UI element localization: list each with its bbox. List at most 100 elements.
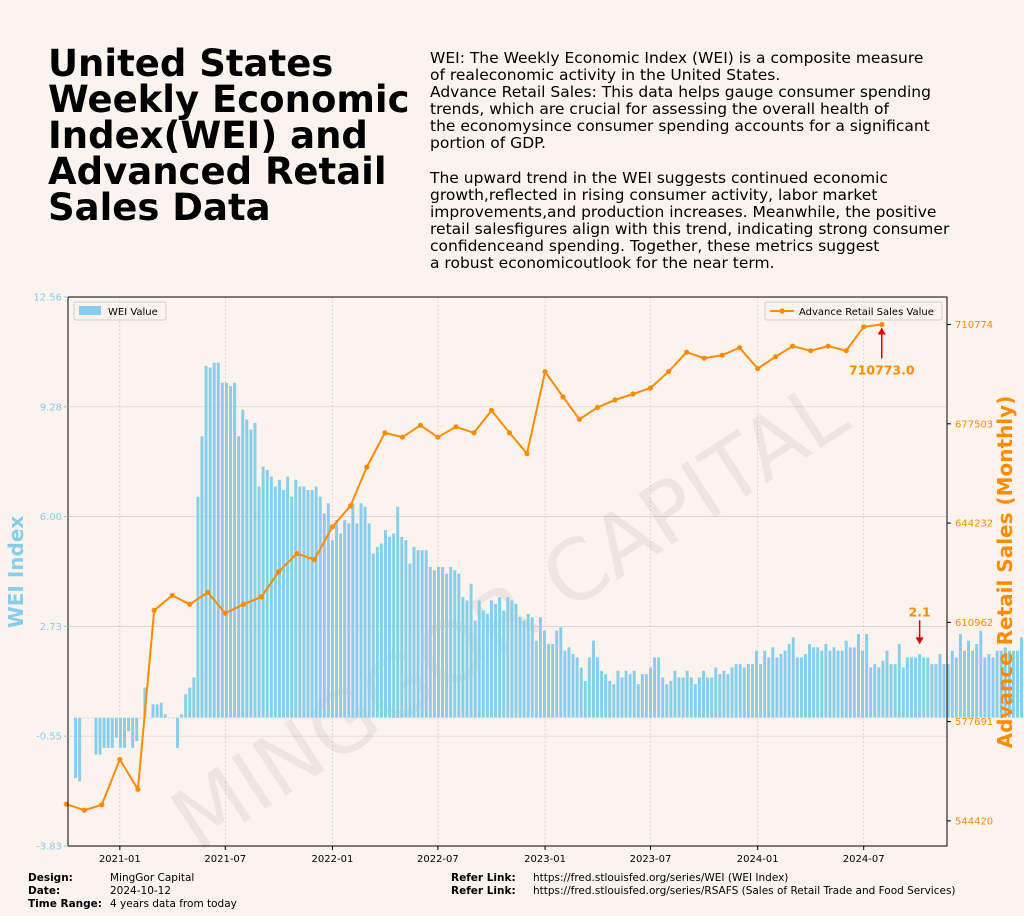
wei-bar: [832, 647, 836, 718]
annotation-label: 2.1: [909, 604, 931, 619]
wei-bar: [379, 543, 383, 718]
wei-bar: [616, 670, 620, 718]
wei-bar: [163, 714, 167, 718]
footer-range-label: Time Range:: [28, 898, 102, 910]
wei-legend-swatch: [79, 306, 101, 315]
wei-bar: [946, 664, 950, 718]
wei-bar: [510, 600, 514, 718]
wei-bar: [180, 714, 184, 718]
wei-bar: [502, 610, 506, 718]
wei-bar: [991, 657, 995, 718]
wei-bar: [812, 647, 816, 718]
retail-point: [825, 343, 831, 349]
left-tick-label: 6.00: [40, 512, 62, 523]
wei-bar: [82, 717, 86, 719]
wei-bar: [408, 563, 412, 718]
wei-bar: [918, 654, 922, 718]
wei-bar: [1007, 650, 1011, 718]
wei-bar: [750, 664, 754, 718]
wei-bar: [824, 644, 828, 718]
wei-bar: [412, 546, 416, 718]
annotation-arrowhead: [915, 637, 924, 645]
retail-point: [666, 369, 672, 375]
wei-bar: [155, 704, 159, 718]
wei-bar: [530, 617, 534, 718]
wei-legend-label: WEI Value: [108, 307, 158, 318]
left-tick-label: 2.73: [40, 622, 62, 633]
wei-bar: [791, 637, 795, 718]
wei-bar: [910, 657, 913, 718]
retail-point: [737, 345, 743, 351]
footer-ref2-link[interactable]: https://fred.stlouisfed.org/series/RSAFS…: [533, 885, 956, 897]
wei-bar: [726, 674, 730, 718]
wei-bar: [869, 667, 873, 718]
wei-bar: [424, 550, 428, 718]
description-outlook: The upward trend in the WEI suggests con…: [430, 169, 950, 272]
wei-bar: [547, 644, 551, 718]
wei-bar: [653, 657, 657, 718]
axes: 2021-01 2021-07 2022-01 2022-07 2023-01 2023-…: [4, 293, 1017, 866]
wei-bar: [995, 650, 999, 718]
wei-bar: [139, 717, 143, 719]
retail-point: [99, 802, 105, 808]
wei-bars: [74, 362, 1024, 782]
wei-bar: [522, 620, 526, 718]
x-tick-label: 2021-01: [99, 854, 141, 865]
retail-point: [364, 464, 370, 470]
wei-bar: [457, 573, 461, 718]
retail-point: [205, 589, 211, 596]
wei-bar: [771, 647, 775, 718]
wei-bar: [241, 409, 245, 718]
wei-bar: [188, 687, 192, 718]
wei-bar: [693, 684, 697, 718]
retail-point: [382, 430, 388, 436]
wei-bar: [277, 479, 281, 718]
wei-bar: [677, 677, 681, 718]
wei-bar: [612, 684, 616, 718]
wei-bar: [942, 664, 946, 718]
footer-ref1-link[interactable]: https://fred.stlouisfed.org/series/WEI (…: [533, 872, 789, 884]
wei-bar: [926, 657, 930, 718]
wei-bar: [856, 633, 860, 718]
wei-bar: [861, 650, 865, 718]
wei-bar: [624, 670, 628, 718]
wei-bar: [298, 486, 302, 718]
wei-bar: [534, 640, 538, 718]
wei-bar: [848, 647, 852, 718]
wei-bar: [192, 677, 196, 718]
wei-bar: [306, 489, 310, 718]
retail-point: [542, 369, 548, 375]
wei-bar: [322, 513, 326, 718]
wei-bar: [905, 657, 909, 718]
x-tick-label: 2024-07: [843, 854, 885, 865]
wei-bar: [351, 503, 355, 718]
wei-bar: [151, 704, 155, 718]
wei-bar: [359, 503, 363, 718]
footer-ref2-label: Refer Link:: [451, 885, 516, 897]
retail-point: [187, 601, 193, 607]
wei-bar: [469, 583, 473, 718]
wei-bar: [816, 647, 820, 718]
wei-bar: [526, 613, 530, 718]
wei-bar: [330, 540, 334, 718]
wei-bar: [106, 717, 110, 748]
wei-bar: [661, 677, 665, 718]
wei-bar: [118, 717, 122, 748]
wei-bar: [897, 644, 901, 718]
retail-point: [506, 430, 513, 436]
footer-ref1: Refer Link:: [451, 872, 516, 884]
wei-bar: [375, 546, 379, 718]
wei-bar: [127, 717, 131, 732]
wei-bar: [865, 633, 869, 718]
wei-bar: [596, 657, 599, 718]
plot-frame: [67, 296, 948, 847]
wei-bar: [640, 674, 644, 718]
retail-point: [417, 422, 423, 428]
wei-bar: [987, 654, 991, 718]
wei-bar: [1011, 650, 1015, 718]
wei-bar: [420, 550, 424, 718]
wei-bar: [852, 647, 856, 718]
wei-bar: [453, 570, 457, 718]
footer-date-value: 2024-10-12: [110, 885, 172, 897]
right-tick-label: 710774: [955, 320, 993, 331]
